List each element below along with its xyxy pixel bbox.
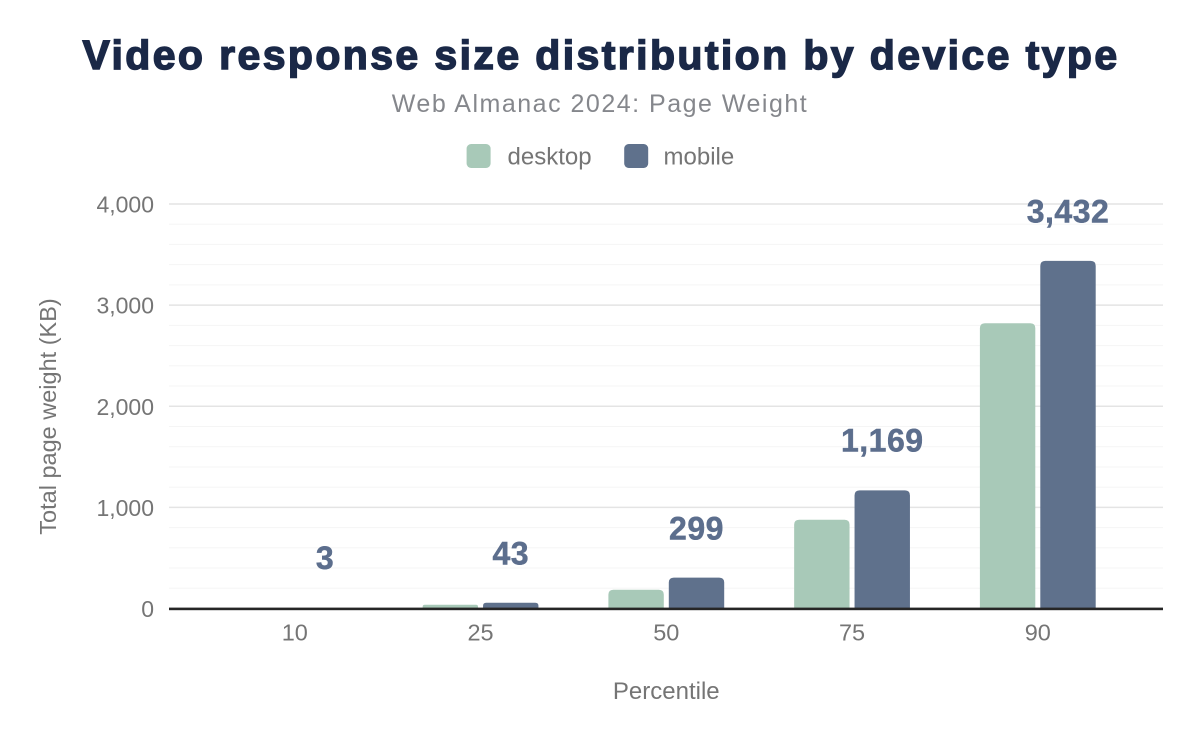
svg-text:Percentile: Percentile bbox=[613, 678, 720, 705]
svg-text:299: 299 bbox=[669, 510, 724, 546]
svg-text:25: 25 bbox=[467, 620, 493, 646]
svg-text:43: 43 bbox=[492, 536, 529, 572]
svg-text:1,169: 1,169 bbox=[841, 423, 924, 459]
svg-text:3: 3 bbox=[316, 540, 334, 576]
svg-text:10: 10 bbox=[282, 620, 308, 646]
svg-text:desktop: desktop bbox=[508, 144, 592, 171]
svg-text:2,000: 2,000 bbox=[96, 394, 154, 420]
svg-text:0: 0 bbox=[141, 596, 154, 622]
svg-text:Video response size distributi: Video response size distribution by devi… bbox=[82, 32, 1119, 78]
svg-text:mobile: mobile bbox=[664, 144, 735, 171]
svg-text:50: 50 bbox=[653, 620, 679, 646]
svg-text:90: 90 bbox=[1025, 620, 1051, 646]
svg-text:1,000: 1,000 bbox=[96, 495, 154, 521]
svg-text:75: 75 bbox=[839, 620, 865, 646]
svg-text:Total page weight (KB): Total page weight (KB) bbox=[35, 298, 61, 534]
svg-text:3,000: 3,000 bbox=[96, 293, 154, 319]
svg-text:Web Almanac 2024: Page Weight: Web Almanac 2024: Page Weight bbox=[392, 90, 808, 118]
svg-text:3,432: 3,432 bbox=[1027, 194, 1110, 230]
svg-text:4,000: 4,000 bbox=[96, 192, 154, 218]
